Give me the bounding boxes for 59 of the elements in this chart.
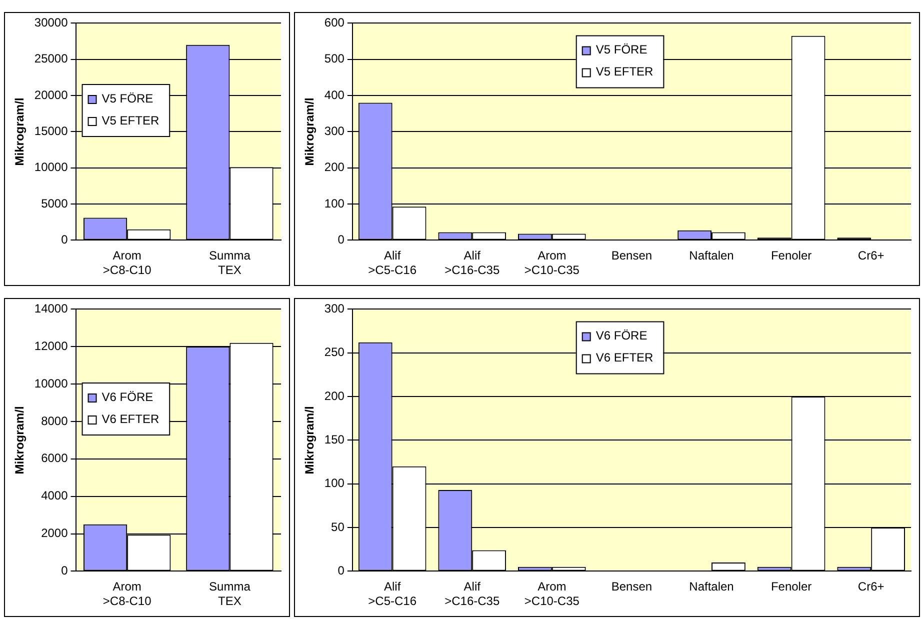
x-tick-label: Arom >C8-C10 <box>102 248 152 278</box>
x-tick-label: Fenoler <box>770 248 812 263</box>
x-tick-label: Cr6+ <box>858 580 884 594</box>
x-tick-label: Bensen <box>611 580 652 594</box>
y-tick-label: 10000 <box>34 160 68 174</box>
y-tick-label: 8000 <box>41 414 68 428</box>
y-tick-label: 25000 <box>34 52 68 66</box>
x-tick-label: Bensen <box>611 248 652 263</box>
y-tick-label: 100 <box>324 476 345 490</box>
y-tick-label: 200 <box>324 160 345 174</box>
y-tick-label: 6000 <box>41 451 68 466</box>
y-tick-label: 14000 <box>34 302 68 316</box>
y-tick-label: 250 <box>324 345 345 360</box>
x-tick-label: Arom >C10-C35 <box>524 248 580 278</box>
y-tick-label: 0 <box>338 564 345 578</box>
y-tick-label: 20000 <box>34 88 68 102</box>
y-tick-label: 12000 <box>34 338 68 353</box>
x-tick-label: Fenoler <box>770 580 812 594</box>
y-tick-label: 100 <box>324 196 345 210</box>
y-tick-label: 50 <box>331 520 345 534</box>
x-tick-label: Cr6+ <box>858 248 884 263</box>
legend-label: V6 EFTER <box>102 412 160 426</box>
y-axis-title: Mikrogram/l <box>302 406 317 474</box>
y-tick-label: 200 <box>324 388 345 403</box>
legend-label: V6 EFTER <box>596 350 654 365</box>
legend-label: V5 FÖRE <box>102 91 154 106</box>
x-tick-label: Naftalen <box>689 580 734 594</box>
y-tick-label: 5000 <box>41 196 68 210</box>
x-tick-label: Alif >C5-C16 <box>368 248 417 278</box>
y-tick-label: 500 <box>324 52 345 66</box>
y-tick-label: 15000 <box>34 124 68 138</box>
y-axis-title: Mikrogram/l <box>302 98 317 166</box>
x-tick-label: Alif >C16-C35 <box>444 580 500 608</box>
x-tick-label: Naftalen <box>689 248 734 263</box>
y-tick-label: 400 <box>324 88 345 102</box>
y-tick-label: 30000 <box>34 16 68 30</box>
y-tick-label: 600 <box>324 16 345 30</box>
y-tick-label: 300 <box>324 302 345 316</box>
y-axis-title: Mikrogram/l <box>12 406 27 474</box>
legend-label: V6 FÖRE <box>596 328 648 343</box>
y-tick-label: 300 <box>324 124 345 138</box>
legend-label: V6 FÖRE <box>102 390 154 404</box>
x-tick-label: Arom >C10-C35 <box>524 580 580 608</box>
x-tick-label: Alif >C16-C35 <box>444 248 500 278</box>
y-tick-label: 10000 <box>34 376 68 390</box>
y-tick-label: 2000 <box>41 526 68 540</box>
y-tick-label: 0 <box>61 564 68 578</box>
x-tick-label: Arom >C8-C10 <box>102 580 152 608</box>
y-tick-label: 0 <box>61 232 68 247</box>
legend-label: V5 FÖRE <box>596 42 648 57</box>
x-tick-label: Summa TEX <box>209 580 251 608</box>
x-tick-label: Alif >C5-C16 <box>368 580 417 608</box>
y-tick-label: 0 <box>338 232 345 247</box>
x-tick-label: Summa TEX <box>209 248 251 278</box>
y-tick-label: 150 <box>324 432 345 447</box>
legend-label: V5 EFTER <box>102 113 160 128</box>
legend-label: V5 EFTER <box>596 64 654 79</box>
y-axis-title: Mikrogram/l <box>12 98 27 166</box>
y-tick-label: 4000 <box>41 488 68 503</box>
